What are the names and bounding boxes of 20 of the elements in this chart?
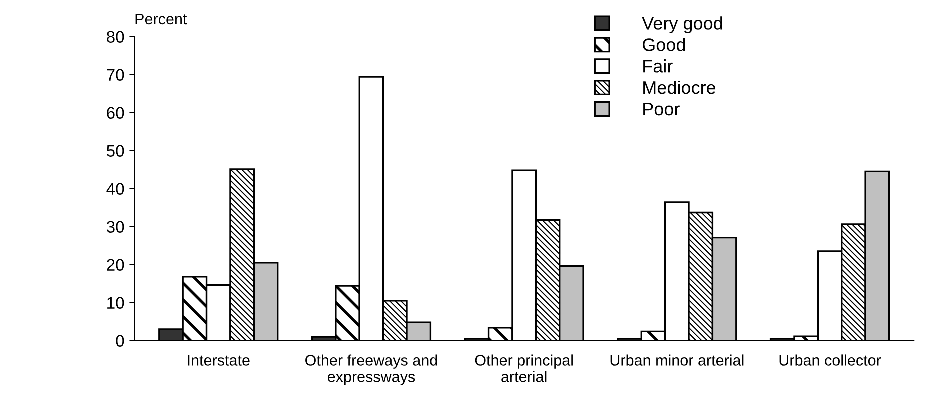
y-tick-label: 0	[116, 335, 124, 348]
legend-label: Poor	[644, 103, 680, 116]
x-tick-label: Other freeways and expressways	[306, 354, 438, 386]
x-tick-label: Urban collector	[780, 354, 882, 366]
x-tick-label: Other principal arterial	[475, 354, 573, 382]
y-axis-title: Percent	[136, 14, 188, 25]
x-tick-label: Interstate	[188, 355, 250, 366]
legend-label: Mediocre	[644, 80, 716, 94]
y-tick-label: 30	[106, 221, 124, 234]
y-tick-label: 70	[107, 69, 124, 82]
y-tick-label: 40	[106, 183, 124, 196]
x-tick-label: Urban minor arterial	[610, 354, 744, 366]
legend-label: Fair	[644, 60, 673, 73]
y-tick-label: 50	[106, 145, 124, 158]
y-tick-label: 60	[107, 107, 124, 120]
y-tick-label: 10	[108, 297, 124, 310]
y-tick-label: 80	[107, 31, 124, 44]
legend-label: Very good	[642, 16, 722, 34]
y-tick-label: 20	[107, 259, 124, 272]
legend-label: Good	[642, 38, 686, 52]
